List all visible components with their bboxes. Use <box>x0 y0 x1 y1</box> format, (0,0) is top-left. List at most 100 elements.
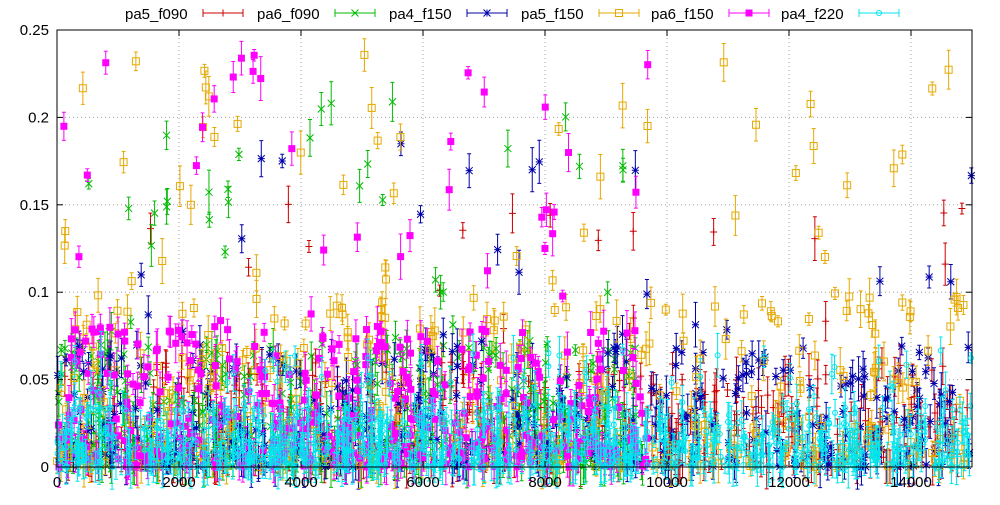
data-point <box>515 249 523 295</box>
x-tick-label: 14000 <box>890 474 932 491</box>
data-point <box>306 119 314 157</box>
data-point <box>288 131 296 166</box>
legend-label: pa4_f150 <box>389 6 452 23</box>
data-point <box>958 202 966 215</box>
data-point <box>162 120 171 150</box>
data-point <box>126 315 135 329</box>
y-tick-label: 0.2 <box>28 109 49 126</box>
data-point <box>388 81 397 122</box>
data-point <box>837 374 845 398</box>
data-point <box>399 352 407 392</box>
data-point <box>561 102 570 132</box>
data-point <box>737 339 746 363</box>
legend-label: pa5_f090 <box>125 6 188 23</box>
legend-label: pa4_f220 <box>781 6 844 23</box>
data-point <box>546 203 554 228</box>
data-point <box>661 303 670 316</box>
data-point <box>242 345 251 359</box>
data-point <box>647 371 656 406</box>
data-point <box>305 240 313 253</box>
data-point <box>922 398 929 414</box>
data-point <box>906 300 915 322</box>
data-point <box>678 293 687 334</box>
data-point <box>397 131 405 157</box>
data-point <box>363 150 372 178</box>
data-point <box>644 49 652 80</box>
data-point <box>898 294 907 311</box>
data-point <box>499 301 508 332</box>
data-point <box>928 81 937 96</box>
y-tick-label: 0 <box>41 459 49 476</box>
data-point <box>779 359 788 382</box>
data-point <box>691 301 700 348</box>
data-point <box>233 115 242 132</box>
data-point <box>201 70 210 105</box>
data-point <box>195 403 204 449</box>
data-point <box>116 392 125 415</box>
data-point <box>464 66 472 80</box>
data-point <box>774 315 783 328</box>
data-point <box>434 345 442 377</box>
data-point <box>596 295 605 323</box>
data-point <box>504 129 512 168</box>
data-point <box>146 212 154 245</box>
data-point <box>61 219 70 244</box>
data-point <box>859 381 868 411</box>
data-point <box>278 153 287 169</box>
x-tick-label: 2000 <box>162 474 195 491</box>
data-point <box>848 359 857 394</box>
data-point <box>319 326 327 347</box>
data-point <box>860 358 869 396</box>
data-point <box>465 153 474 189</box>
data-point <box>832 399 839 427</box>
data-point <box>469 285 478 311</box>
data-point <box>483 253 491 289</box>
x-tick-label: 12000 <box>768 474 810 491</box>
data-point <box>645 321 654 366</box>
data-point <box>830 286 839 301</box>
data-point <box>251 323 259 370</box>
legend-item: pa4_f150 <box>389 6 508 23</box>
data-point <box>338 294 347 322</box>
data-point <box>153 328 161 371</box>
data-point <box>868 312 877 338</box>
data-point <box>512 246 521 266</box>
data-point <box>751 108 760 142</box>
data-point <box>554 122 563 136</box>
data-point <box>307 341 316 371</box>
data-point <box>791 165 800 181</box>
data-point <box>548 269 557 291</box>
data-point <box>595 351 603 367</box>
data-point <box>355 168 364 203</box>
data-point <box>594 336 602 351</box>
data-point <box>137 262 146 287</box>
data-point <box>596 153 605 200</box>
data-point <box>809 128 818 165</box>
data-point <box>592 301 601 331</box>
data-point <box>205 211 214 228</box>
data-point <box>150 379 158 395</box>
data-point <box>643 108 652 144</box>
data-point <box>610 332 618 363</box>
data-point <box>484 346 493 393</box>
data-point <box>317 91 326 127</box>
data-point <box>381 259 390 276</box>
data-point <box>224 180 232 199</box>
data-point <box>731 383 740 404</box>
legend-label: pa5_f150 <box>521 6 584 23</box>
data-point <box>378 193 387 207</box>
data-point <box>637 346 646 363</box>
data-point <box>448 333 457 370</box>
data-point <box>189 298 198 318</box>
data-point <box>806 90 815 118</box>
data-point <box>121 429 129 452</box>
data-point <box>393 405 402 431</box>
data-point <box>350 361 358 383</box>
data-point <box>535 139 544 184</box>
data-point <box>452 379 460 402</box>
data-point <box>631 150 640 191</box>
data-point <box>748 340 756 367</box>
data-point <box>541 241 549 256</box>
data-point <box>713 368 721 413</box>
data-point <box>62 353 71 367</box>
